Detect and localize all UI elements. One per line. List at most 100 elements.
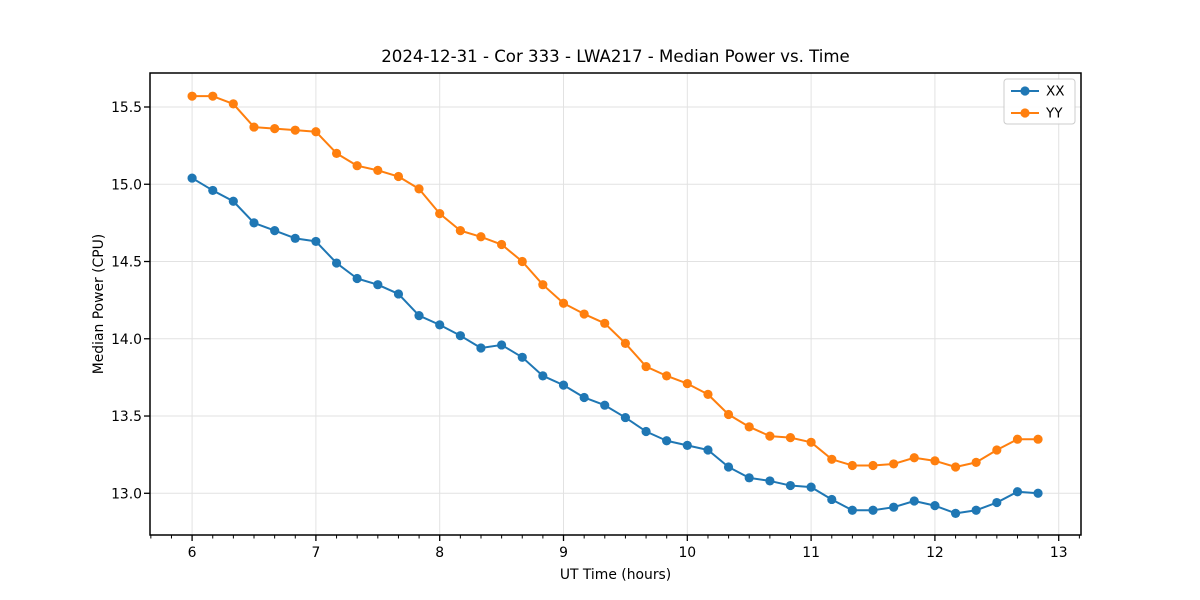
- data-point-xx: [723, 462, 734, 472]
- legend-layer: XX YY: [1003, 78, 1076, 125]
- data-point-yy: [992, 445, 1002, 455]
- series-layer: [187, 91, 1043, 518]
- data-point-xx: [208, 185, 218, 196]
- data-point-xx: [270, 226, 280, 236]
- chart-title: 2024-12-31 - Cor 333 - LWA217 - Median P…: [381, 47, 850, 66]
- data-point-xx: [538, 371, 548, 381]
- data-point-xx: [806, 482, 816, 492]
- plot-frame: [149, 72, 1082, 536]
- data-point-yy: [971, 457, 981, 467]
- data-point-xx: [744, 473, 754, 483]
- x-tick-label: 10: [678, 545, 696, 561]
- data-point-xx: [930, 501, 940, 511]
- data-point-yy: [641, 361, 651, 372]
- data-point-yy: [455, 226, 465, 236]
- data-point-xx: [765, 476, 775, 486]
- data-point-xx: [228, 196, 238, 206]
- data-point-yy: [290, 125, 300, 135]
- data-point-yy: [476, 232, 486, 242]
- data-point-yy: [909, 453, 919, 463]
- data-point-yy: [785, 433, 796, 443]
- axes-layer: 6 7 8 9 10 11 12 13 13.0 13.5 14.0 14.5 15.0 15.5: [111, 72, 1082, 561]
- data-point-yy: [270, 124, 280, 134]
- legend-entry-label: YY: [1045, 106, 1063, 122]
- data-point-xx: [971, 505, 981, 515]
- data-point-yy: [744, 422, 754, 432]
- data-point-yy: [1012, 434, 1023, 444]
- data-point-xx: [455, 331, 465, 341]
- data-point-xx: [847, 505, 857, 515]
- data-point-xx: [497, 340, 507, 350]
- data-point-yy: [806, 437, 816, 447]
- data-point-yy: [352, 161, 362, 171]
- data-point-xx: [373, 280, 383, 290]
- data-point-yy: [538, 280, 548, 290]
- data-point-yy: [311, 127, 321, 137]
- data-point-yy: [249, 122, 259, 132]
- x-tick-label: 13: [1050, 545, 1068, 561]
- data-point-yy: [373, 165, 383, 175]
- x-tick-label: 12: [926, 545, 944, 561]
- data-point-xx: [579, 392, 589, 403]
- x-axis-label: UT Time (hours): [560, 567, 671, 583]
- data-point-xx: [641, 426, 651, 437]
- data-point-yy: [765, 431, 775, 441]
- data-point-xx: [703, 445, 713, 455]
- y-tick-label: 13.0: [111, 486, 142, 502]
- x-tick-label: 11: [802, 545, 820, 561]
- data-point-xx: [785, 480, 796, 491]
- data-point-yy: [682, 378, 692, 389]
- data-point-xx: [331, 258, 342, 268]
- data-point-yy: [331, 148, 342, 158]
- data-point-xx: [517, 352, 527, 362]
- y-axis-label: Median Power (CPU): [91, 234, 107, 374]
- data-point-yy: [620, 338, 631, 349]
- data-point-xx: [352, 273, 362, 284]
- data-point-xx: [1033, 488, 1043, 498]
- y-tick-label: 13.5: [111, 409, 142, 425]
- data-point-yy: [435, 209, 445, 219]
- data-point-yy: [847, 460, 857, 471]
- data-point-yy: [558, 298, 569, 308]
- data-point-yy: [950, 462, 961, 472]
- y-tick-label: 15.0: [111, 177, 142, 193]
- data-point-xx: [1012, 487, 1023, 497]
- legend-sample-marker: [1020, 86, 1030, 96]
- data-point-xx: [827, 494, 837, 505]
- data-point-xx: [950, 508, 961, 518]
- y-tick-label: 14.5: [111, 255, 142, 271]
- data-point-yy: [662, 371, 672, 381]
- data-point-yy: [517, 256, 527, 267]
- x-tick-label: 6: [188, 545, 197, 561]
- data-point-xx: [414, 310, 424, 321]
- data-point-yy: [414, 184, 424, 194]
- data-point-xx: [558, 380, 569, 390]
- x-tick-label: 8: [435, 545, 444, 561]
- data-point-yy: [889, 459, 899, 469]
- data-point-yy: [600, 318, 610, 328]
- legend-entry-label: XX: [1046, 84, 1065, 100]
- data-point-yy: [868, 460, 878, 471]
- x-tick-label: 9: [559, 545, 568, 561]
- data-point-yy: [579, 309, 589, 319]
- data-point-xx: [290, 233, 300, 243]
- data-point-yy: [228, 99, 238, 109]
- data-point-xx: [435, 320, 445, 330]
- data-point-xx: [476, 343, 486, 353]
- data-point-yy: [393, 171, 404, 182]
- data-point-yy: [703, 389, 713, 399]
- x-tick-label: 7: [311, 545, 320, 561]
- series-line-xx: [191, 177, 1039, 515]
- data-point-xx: [600, 400, 610, 410]
- y-tick-label: 15.5: [111, 100, 142, 116]
- data-point-xx: [682, 440, 692, 450]
- legend-sample-marker: [1020, 108, 1030, 118]
- data-point-xx: [889, 502, 899, 512]
- data-point-xx: [662, 436, 672, 446]
- data-point-xx: [909, 496, 919, 506]
- data-point-xx: [249, 218, 259, 228]
- y-tick-label: 14.0: [111, 332, 142, 348]
- grid-layer: [150, 73, 1081, 535]
